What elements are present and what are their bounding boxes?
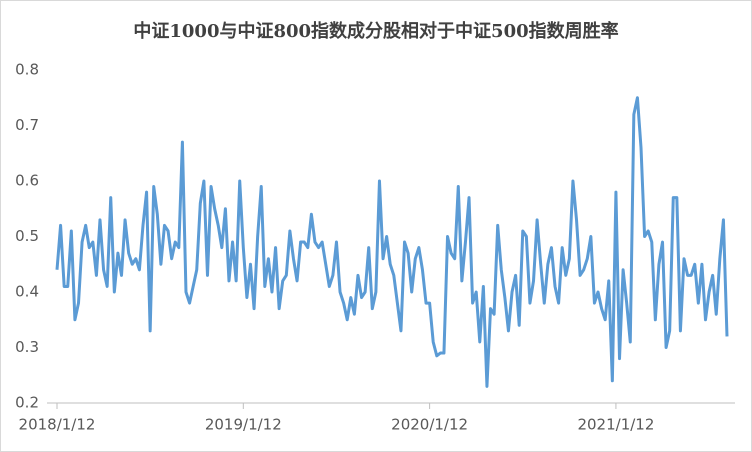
y-tick-label: 0.6 (15, 172, 39, 190)
data-line (55, 96, 729, 388)
y-tick-label: 0.8 (15, 61, 39, 79)
y-tick-label: 0.2 (15, 394, 39, 412)
y-tick-label: 0.4 (15, 283, 39, 301)
x-tick-label: 2020/1/12 (391, 416, 468, 434)
y-tick-label: 0.7 (15, 116, 39, 134)
y-tick-label: 0.5 (15, 227, 39, 245)
x-tick-label: 2021/1/12 (577, 416, 654, 434)
y-tick-label: 0.3 (15, 338, 39, 356)
chart-title: 中证1000与中证800指数成分股相对于中证500指数周胜率 (133, 20, 618, 42)
x-tick-label: 2018/1/12 (19, 416, 96, 434)
x-tick-label: 2019/1/12 (205, 416, 282, 434)
